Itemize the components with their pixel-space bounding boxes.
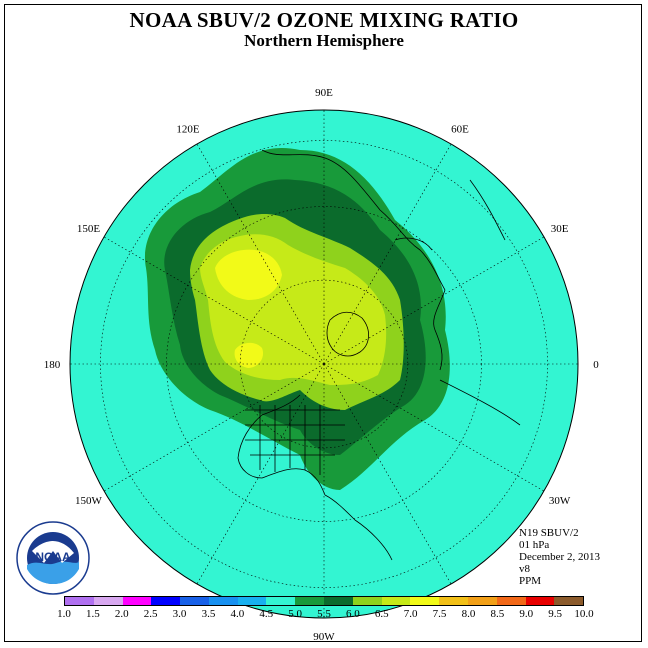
colorbar: [64, 596, 584, 606]
colorbar-swatch: [467, 597, 497, 605]
colorbar-swatch: [208, 597, 238, 605]
colorbar-tick-label: 1.0: [57, 608, 71, 620]
contour-level-7-0-b: [234, 342, 264, 368]
colorbar-tick-label: 2.0: [114, 608, 129, 620]
colorbar-tick-label: 10.0: [574, 608, 594, 620]
colorbar-swatch: [439, 597, 468, 605]
longitude-label: 150W: [75, 495, 103, 507]
info-satellite: N19 SBUV/2: [519, 527, 579, 539]
colorbar-swatch: [93, 597, 123, 605]
graticule: [70, 110, 578, 618]
colorbar-tick-label: 8.5: [490, 608, 505, 620]
colorbar-tick-label: 3.5: [201, 608, 216, 620]
map-subtitle: Northern Hemisphere: [244, 31, 404, 50]
longitude-label: 90W: [313, 631, 335, 643]
info-version: v8: [519, 563, 530, 575]
longitude-label: 90E: [315, 87, 333, 99]
colorbar-tick-label: 6.0: [346, 608, 360, 620]
colorbar-swatch: [554, 597, 584, 605]
colorbar-tick-label: 5.5: [317, 608, 331, 620]
latitude-circle: [100, 140, 548, 588]
info-units: PPM: [519, 575, 542, 587]
figure-frame: [4, 4, 642, 642]
colorbar-tick-label: 8.0: [461, 608, 476, 620]
colorbar-tick-label: 7.5: [432, 608, 447, 620]
map-title: NOAA SBUV/2 OZONE MIXING RATIO: [129, 8, 519, 32]
colorbar-tick-label: 1.5: [86, 608, 100, 620]
colorbar-tick-label: 4.0: [230, 608, 245, 620]
logo-text: NOAA: [35, 550, 71, 564]
info-panel: N19 SBUV/2 01 hPa December 2, 2013 v8 PP…: [519, 527, 600, 587]
colorbar-swatch: [381, 597, 411, 605]
info-date: December 2, 2013: [519, 551, 600, 563]
colorbar-ticks: 1.0 1.5 2.0 2.5 3.0 3.5 4.0 4.5 5.0 5.5 6.0 6.5 7.0 7…: [0, 608, 648, 622]
longitude-label: 180: [44, 359, 61, 371]
colorbar-tick-label: 3.0: [172, 608, 187, 620]
colorbar-tick-label: 2.5: [143, 608, 158, 620]
longitude-label: 0: [593, 359, 599, 371]
longitude-label: 60E: [451, 123, 469, 135]
colorbar-swatch: [324, 597, 353, 605]
colorbar-swatch: [295, 597, 325, 605]
info-level: 01 hPa: [519, 539, 550, 551]
colorbar-swatch: [180, 597, 209, 605]
longitude-label: 120E: [176, 123, 200, 135]
colorbar-tick-label: 7.0: [403, 608, 418, 620]
colorbar-tick-label: 9.0: [519, 608, 534, 620]
noaa-logo: NOAA: [16, 521, 90, 600]
longitude-label: 30E: [551, 223, 569, 235]
colorbar-swatch: [410, 597, 440, 605]
colorbar-tick-label: 9.5: [548, 608, 562, 620]
colorbar-tick-label: 6.5: [374, 608, 389, 620]
colorbar-swatch: [237, 597, 267, 605]
colorbar-swatch: [122, 597, 152, 605]
colorbar-swatch: [151, 597, 181, 605]
colorbar-swatch: [525, 597, 555, 605]
colorbar-swatch: [352, 597, 382, 605]
colorbar-tick-label: 5.0: [288, 608, 302, 620]
longitude-label: 150E: [77, 223, 101, 235]
colorbar-tick-label: 4.5: [259, 608, 274, 620]
colorbar-swatch: [266, 597, 296, 605]
longitude-label: 30W: [549, 495, 571, 507]
colorbar-swatch: [496, 597, 526, 605]
colorbar-swatch: [65, 597, 94, 605]
coastlines: [237, 149, 521, 561]
latitude-circle: [239, 279, 409, 449]
